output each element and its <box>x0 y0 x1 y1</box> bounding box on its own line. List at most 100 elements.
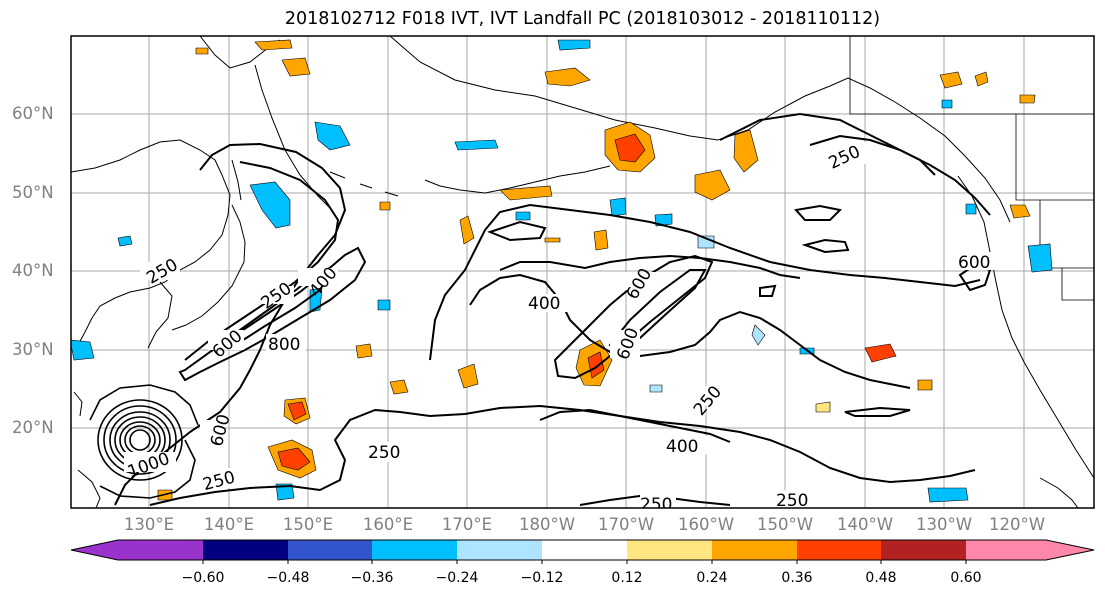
contour-400 <box>184 161 340 361</box>
blob <box>544 237 561 243</box>
blob <box>609 197 627 217</box>
blob <box>587 351 605 379</box>
colorbar-swatch <box>457 540 542 560</box>
blob <box>457 363 479 389</box>
lon-label: 130°E <box>123 515 175 534</box>
blob <box>249 181 291 229</box>
blob <box>974 71 989 87</box>
blob <box>751 324 766 346</box>
blob <box>459 215 475 245</box>
blob <box>377 299 391 311</box>
contour-closed <box>759 284 777 297</box>
blob <box>71 339 95 361</box>
contour-600 <box>553 254 714 380</box>
colorbar-swatch <box>118 540 203 560</box>
typhoon-contours <box>89 384 199 499</box>
blob <box>733 129 759 173</box>
contour-label: 250 <box>640 495 672 515</box>
mexico-coast <box>1039 477 1079 508</box>
colorbar-swatch <box>203 540 288 560</box>
colorbar-swatch <box>288 540 372 560</box>
contour-400 <box>469 273 911 389</box>
contour-600 <box>178 246 367 382</box>
blob <box>499 185 553 201</box>
contour-600 <box>539 408 731 443</box>
lon-label: 150°W <box>756 515 814 534</box>
lon-label: 170°W <box>597 515 655 534</box>
blob <box>927 487 969 503</box>
lon-label: 140°W <box>836 515 894 534</box>
asia-coast <box>71 139 231 346</box>
blob <box>254 39 293 51</box>
contour-label: 400 <box>528 294 560 314</box>
colorbar-swatch <box>627 540 712 560</box>
bering-islands <box>329 171 399 197</box>
blob <box>195 47 209 55</box>
japan-coast <box>171 204 246 331</box>
colorbar-tick-label: −0.36 <box>350 570 394 586</box>
lat-label: 40°N <box>12 261 54 280</box>
contour-label: 600 <box>958 253 990 273</box>
blob <box>557 39 591 51</box>
blob <box>815 401 831 413</box>
lat-label: 60°N <box>12 104 54 123</box>
blob <box>379 201 391 211</box>
blob <box>281 57 311 77</box>
lon-label: 130°W <box>915 515 973 534</box>
lat-label: 20°N <box>12 418 54 437</box>
blob <box>939 71 963 89</box>
blob <box>389 379 409 395</box>
colorbar-swatch <box>372 540 457 560</box>
contour-400 <box>809 134 936 176</box>
blob <box>941 99 953 109</box>
contour-closed <box>487 220 547 242</box>
blob <box>1019 94 1036 104</box>
taiwan-coast <box>73 391 83 417</box>
blob <box>614 133 646 163</box>
sakhalin-coast <box>231 159 242 201</box>
contour-250 <box>149 404 976 506</box>
map-title: 2018102712 F018 IVT, IVT Landfall PC (20… <box>284 9 881 29</box>
colorbar-tick-label: 0.24 <box>696 570 728 586</box>
colorbar-tick-label: −0.24 <box>435 570 479 586</box>
contour-label: 800 <box>268 335 300 355</box>
contour-label: 250 <box>776 491 808 511</box>
lon-label: 160°E <box>362 515 414 534</box>
contour-closed <box>794 204 843 221</box>
blob <box>275 483 295 501</box>
contour-600 <box>801 238 850 254</box>
colorbar-extend-high <box>1046 540 1094 560</box>
colorbar-swatch <box>881 540 966 560</box>
blob <box>117 235 133 247</box>
blob <box>314 121 351 151</box>
blob <box>454 139 499 151</box>
colorbar-tick-label: −0.60 <box>181 570 225 586</box>
alaska-coast <box>389 36 1011 223</box>
positive-anomalies <box>157 39 1036 501</box>
blob <box>965 203 977 215</box>
blob <box>515 211 531 221</box>
blob <box>544 67 591 87</box>
colorbar-tick-label: 0.48 <box>865 570 897 586</box>
blob <box>649 384 663 393</box>
blob <box>277 447 311 471</box>
colorbar-swatch <box>966 540 1046 560</box>
canada-coast <box>957 175 1094 479</box>
colorbar-tick-label: 0.60 <box>950 570 982 586</box>
map-frame <box>70 35 1095 509</box>
blob <box>694 169 731 201</box>
colorbar-swatch <box>797 540 881 560</box>
lon-label: 150°E <box>282 515 334 534</box>
colorbar-outline <box>70 539 1095 561</box>
contour-label: 250 <box>368 443 400 463</box>
colorbar-tick-label: −0.48 <box>266 570 310 586</box>
blob <box>654 213 673 227</box>
blob <box>355 343 373 359</box>
contour-label: 400 <box>666 437 698 457</box>
colorbar-tick-label: 0.12 <box>611 570 643 586</box>
negative-anomalies <box>71 39 1053 503</box>
map-area <box>71 36 1094 508</box>
colorbar-extend-low <box>71 540 118 560</box>
colorbar-tick-label: −0.12 <box>520 570 564 586</box>
